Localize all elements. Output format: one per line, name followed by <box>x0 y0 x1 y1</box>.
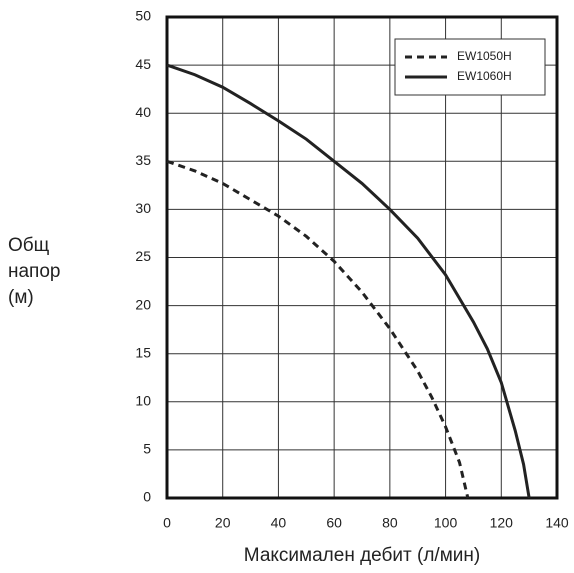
y-tick-label: 10 <box>135 393 151 409</box>
y-tick-label: 35 <box>135 152 151 168</box>
y-tick-label: 50 <box>135 8 151 24</box>
y-tick-label: 40 <box>135 104 151 120</box>
y-tick-label: 0 <box>143 489 151 505</box>
plot-frame <box>165 15 559 500</box>
x-tick-label: 20 <box>215 515 231 531</box>
legend-label: EW1050H <box>457 49 512 63</box>
y-tick-label: 30 <box>135 200 151 216</box>
legend-label: EW1060H <box>457 69 512 83</box>
series-line <box>166 63 531 499</box>
y-tick-label: 20 <box>135 296 151 312</box>
x-tick-label: 120 <box>490 515 514 531</box>
x-tick-label: 140 <box>545 515 569 531</box>
series-line <box>166 159 470 499</box>
x-tick-label: 40 <box>271 515 287 531</box>
x-axis-label: Максимален дебит (л/мин) <box>244 545 480 566</box>
x-tick-label: 0 <box>163 515 171 531</box>
y-tick-label: 5 <box>143 441 151 457</box>
y-tick-label: 15 <box>135 344 151 360</box>
y-axis-label: (м) <box>8 287 34 308</box>
y-tick-label: 25 <box>135 248 151 264</box>
y-tick-label: 45 <box>135 56 151 72</box>
y-axis-label: напор <box>8 261 60 282</box>
x-tick-label: 100 <box>434 515 458 531</box>
x-tick-label: 60 <box>326 515 342 531</box>
y-axis-label: Общ <box>8 235 50 256</box>
legend-box <box>394 38 546 96</box>
x-tick-label: 80 <box>382 515 398 531</box>
